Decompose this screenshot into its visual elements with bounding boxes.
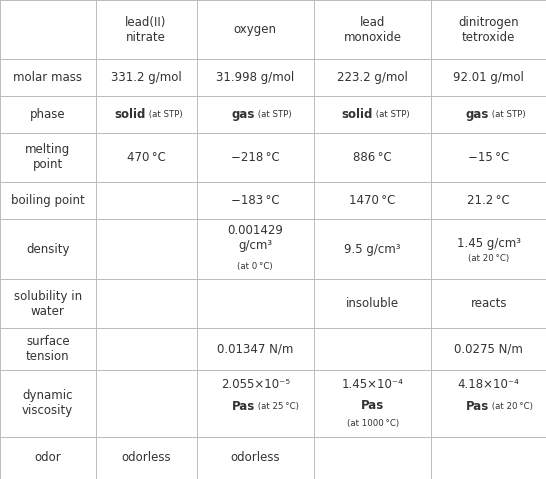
Text: 0.001429
g/cm³: 0.001429 g/cm³ — [227, 224, 283, 252]
Text: 1.45×10⁻⁴: 1.45×10⁻⁴ — [342, 378, 403, 391]
Text: Pas: Pas — [232, 399, 255, 413]
Text: (at 20 °C): (at 20 °C) — [489, 402, 532, 411]
Text: melting
point: melting point — [25, 143, 70, 171]
Text: molar mass: molar mass — [13, 71, 82, 84]
Text: 2.055×10⁻⁵: 2.055×10⁻⁵ — [221, 378, 290, 391]
Text: 0.01347 N/m: 0.01347 N/m — [217, 342, 293, 355]
Text: phase: phase — [30, 108, 66, 121]
Text: dinitrogen
tetroxide: dinitrogen tetroxide — [458, 16, 519, 44]
Text: −183 °C: −183 °C — [231, 194, 280, 206]
Text: 21.2 °C: 21.2 °C — [467, 194, 510, 206]
Text: 470 °C: 470 °C — [127, 151, 165, 164]
Text: solid: solid — [341, 108, 372, 121]
Text: gas: gas — [232, 108, 255, 121]
Text: 886 °C: 886 °C — [353, 151, 392, 164]
Text: reacts: reacts — [471, 297, 507, 310]
Text: dynamic
viscosity: dynamic viscosity — [22, 389, 73, 417]
Text: (at 25 °C): (at 25 °C) — [255, 402, 299, 411]
Text: −218 °C: −218 °C — [231, 151, 280, 164]
Text: 0.0275 N/m: 0.0275 N/m — [454, 342, 523, 355]
Text: −15 °C: −15 °C — [468, 151, 509, 164]
Text: (at STP): (at STP) — [255, 110, 292, 119]
Text: gas: gas — [465, 108, 489, 121]
Text: 331.2 g/mol: 331.2 g/mol — [111, 71, 181, 84]
Text: 1470 °C: 1470 °C — [349, 194, 396, 206]
Text: 1.45 g/cm³: 1.45 g/cm³ — [456, 237, 521, 250]
Text: odorless: odorless — [121, 451, 171, 465]
Text: (at STP): (at STP) — [372, 110, 410, 119]
Text: 223.2 g/mol: 223.2 g/mol — [337, 71, 408, 84]
Text: lead(II)
nitrate: lead(II) nitrate — [126, 16, 167, 44]
Text: 31.998 g/mol: 31.998 g/mol — [216, 71, 294, 84]
Text: boiling point: boiling point — [11, 194, 85, 206]
Text: Pas: Pas — [361, 399, 384, 412]
Text: 9.5 g/cm³: 9.5 g/cm³ — [345, 242, 401, 255]
Text: insoluble: insoluble — [346, 297, 399, 310]
Text: odorless: odorless — [230, 451, 280, 465]
Text: Pas: Pas — [465, 399, 489, 413]
Text: odor: odor — [34, 451, 61, 465]
Text: solubility in
water: solubility in water — [14, 289, 82, 318]
Text: 4.18×10⁻⁴: 4.18×10⁻⁴ — [458, 378, 520, 391]
Text: lead
monoxide: lead monoxide — [343, 16, 402, 44]
Text: (at STP): (at STP) — [146, 110, 183, 119]
Text: 92.01 g/mol: 92.01 g/mol — [453, 71, 524, 84]
Text: (at 1000 °C): (at 1000 °C) — [347, 420, 399, 429]
Text: oxygen: oxygen — [234, 23, 277, 36]
Text: density: density — [26, 242, 69, 255]
Text: (at 0 °C): (at 0 °C) — [238, 262, 273, 271]
Text: (at 20 °C): (at 20 °C) — [468, 254, 509, 263]
Text: (at STP): (at STP) — [489, 110, 525, 119]
Text: surface
tension: surface tension — [26, 335, 69, 363]
Text: solid: solid — [115, 108, 146, 121]
